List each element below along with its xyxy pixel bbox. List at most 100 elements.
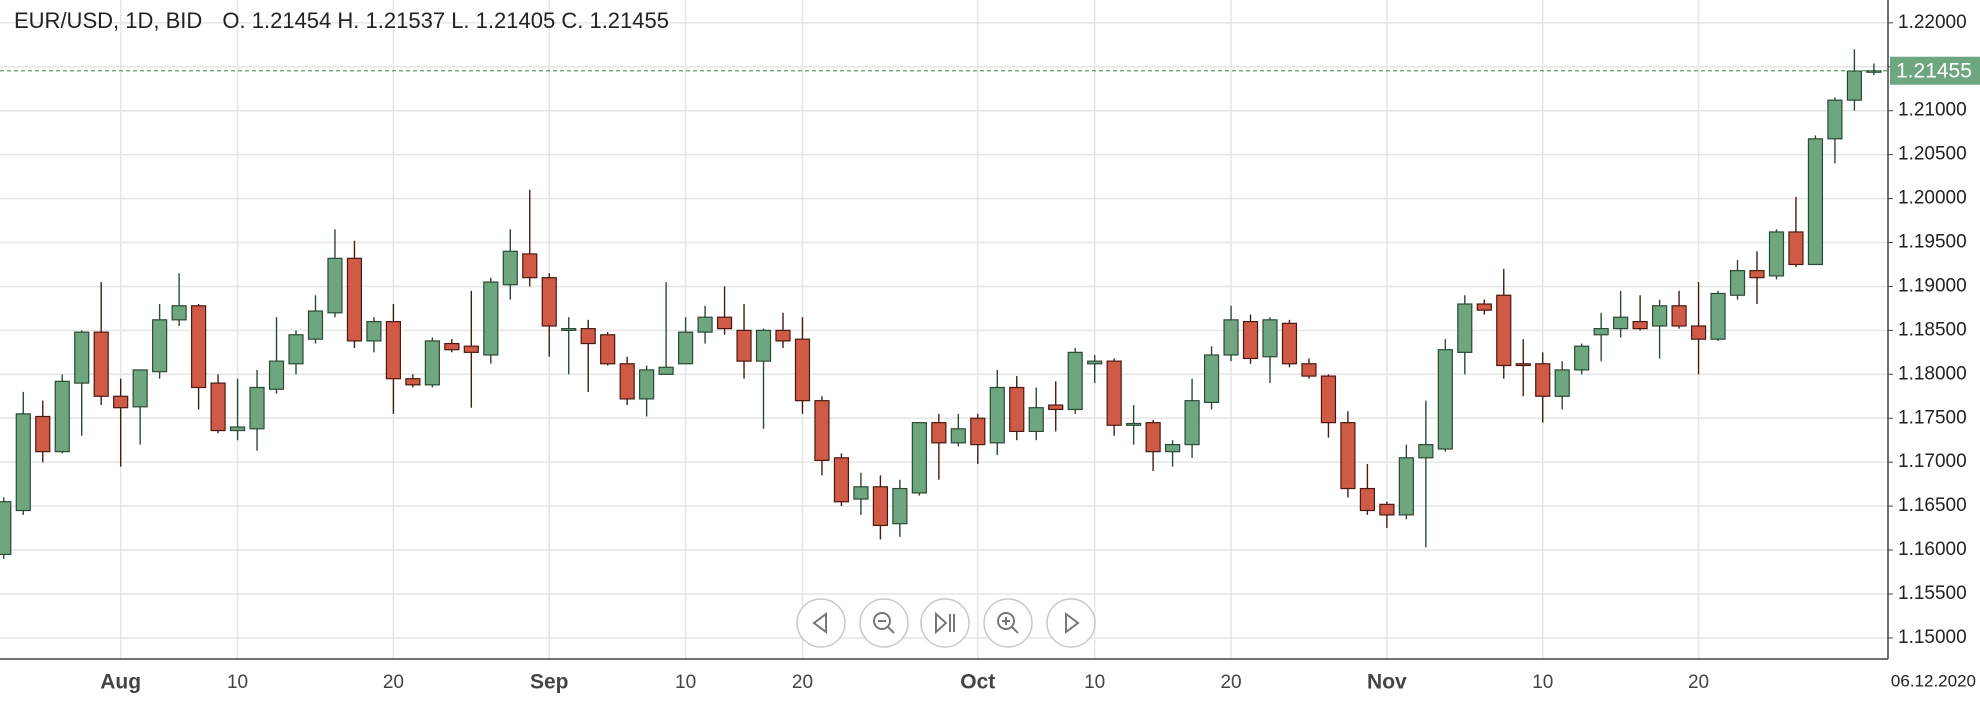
candle-body (1476, 303, 1492, 311)
x-tick-label: 20 (792, 672, 813, 693)
candle-body (191, 305, 207, 389)
candle-body (74, 331, 90, 384)
candle-body (1359, 487, 1376, 512)
candle-body (1398, 457, 1414, 516)
candle-body (522, 253, 538, 279)
y-tick-label: 1.19000 (1898, 275, 1967, 296)
candle-body (405, 378, 421, 386)
candle-body (1788, 231, 1804, 266)
candle-body (210, 382, 226, 432)
candle-body (1710, 292, 1726, 340)
scroll-left-button[interactable] (796, 598, 846, 648)
last-price-tag (1890, 56, 1980, 85)
candle-body (541, 277, 557, 327)
candle-body (833, 457, 850, 503)
grid (0, 0, 1888, 659)
candle-body (1515, 363, 1531, 367)
candle-body (989, 386, 1005, 444)
candle-body (950, 428, 966, 444)
candle-body (1184, 400, 1200, 446)
ohlc-value: 1.21455 (589, 8, 669, 33)
candle-body (1690, 325, 1707, 340)
candle-body (1009, 386, 1025, 433)
candle-body (113, 395, 129, 409)
candle-body (911, 422, 927, 494)
candle-body (1651, 305, 1668, 327)
candle-body (561, 328, 577, 331)
candle-body (697, 316, 713, 333)
candle-body (1340, 422, 1356, 490)
x-tick-label: 20 (383, 672, 404, 693)
candle-body (1320, 375, 1337, 424)
candle-body (755, 329, 772, 362)
candle-body (1613, 316, 1629, 330)
candle-body (1671, 305, 1687, 327)
x-tick-label: 10 (1084, 672, 1105, 693)
candle-body (677, 331, 694, 365)
x-tick-label: 20 (1688, 672, 1709, 693)
candle-body (1574, 345, 1590, 371)
candle-body (444, 342, 460, 351)
scroll-right-button[interactable] (1046, 598, 1096, 648)
ohlc-value: 1.21405 (476, 8, 556, 33)
candle-body (1301, 363, 1317, 377)
candle-body (307, 310, 324, 340)
candle-body (892, 487, 908, 525)
y-tick-label: 1.18500 (1898, 319, 1967, 340)
candle-body (1554, 369, 1570, 397)
x-tick-label: Aug (100, 671, 141, 694)
date-label: 06.12.2020 (1891, 671, 1976, 690)
y-tick-label: 1.22000 (1898, 12, 1967, 33)
ohlc-label: C. (561, 8, 583, 33)
candle-body (0, 501, 12, 556)
x-tick-label: 10 (1532, 672, 1553, 693)
candle-body (93, 331, 109, 397)
candle-body (775, 329, 791, 342)
candle-body (658, 366, 674, 375)
candle-body (1827, 99, 1843, 140)
candle-body (483, 281, 499, 356)
x-tick-label: Sep (530, 671, 569, 694)
candle-body (814, 400, 830, 462)
candle-body (1087, 360, 1103, 365)
candle-body (1729, 270, 1746, 296)
candle-body (736, 329, 752, 362)
x-tick-label: 10 (227, 672, 248, 693)
ohlc-label: H. (337, 8, 359, 33)
zoom-out-button[interactable] (859, 598, 909, 648)
candle-body (580, 328, 596, 345)
candle-body (463, 345, 479, 353)
candle-body (1223, 319, 1239, 356)
candle-body (1535, 363, 1551, 397)
candle-body (346, 257, 363, 342)
navigation (796, 598, 1096, 648)
x-tick-label: Nov (1367, 671, 1407, 694)
y-tick-label: 1.16500 (1898, 495, 1967, 516)
candle-body (385, 320, 401, 380)
x-tick-label: 20 (1220, 672, 1241, 693)
candle-body (1418, 444, 1434, 459)
candle-body (1768, 231, 1785, 277)
candle-body (600, 334, 616, 365)
candle-body (1067, 351, 1083, 411)
candle-body (268, 360, 285, 390)
candle-body (794, 338, 811, 402)
zoom-in-button[interactable] (983, 598, 1033, 648)
x-tick-label: 10 (675, 672, 696, 693)
y-tick-label: 1.17000 (1898, 451, 1967, 472)
candle-body (853, 486, 869, 500)
last-price-label: 1.21455 (1896, 59, 1972, 82)
candle-body (716, 316, 733, 330)
candle-body (1866, 70, 1882, 73)
candle-body (1106, 360, 1122, 426)
y-tick-label: 1.17500 (1898, 407, 1967, 428)
candle-body (1281, 322, 1298, 365)
header: EUR/USD, 1D, BID O. 1.21454 H. 1.21537 L… (14, 8, 669, 33)
candle-body (1749, 270, 1765, 279)
candle-body (1126, 422, 1142, 426)
candle-body (171, 305, 187, 321)
reset-button[interactable] (920, 598, 970, 648)
candle-body (366, 320, 382, 342)
